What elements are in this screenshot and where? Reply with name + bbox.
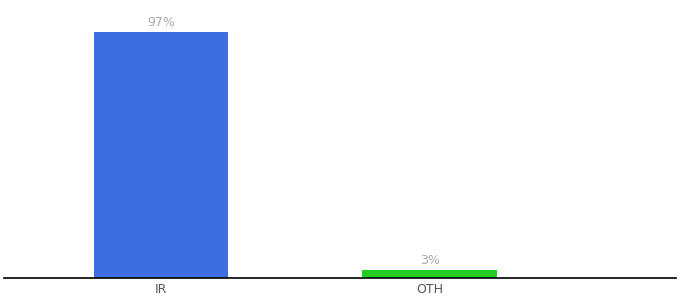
Bar — [362, 270, 496, 278]
Bar — [94, 32, 228, 278]
Text: 97%: 97% — [147, 16, 175, 29]
Text: 3%: 3% — [420, 254, 439, 267]
